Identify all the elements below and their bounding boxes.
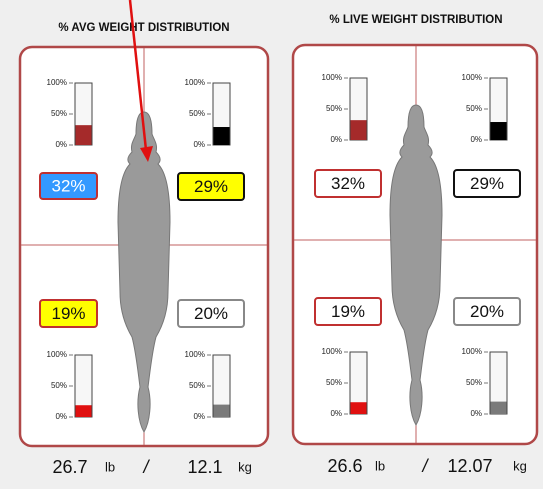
- gauge-tick-label: 100%: [322, 347, 342, 356]
- value-label: 32%: [331, 174, 365, 193]
- gauge-fill: [75, 405, 92, 417]
- gauge-tick-label: 0%: [470, 409, 482, 418]
- gauge-tick-label: 100%: [462, 73, 482, 82]
- gauge-fill: [490, 122, 507, 140]
- dog-silhouette: [389, 104, 443, 426]
- unit-label: lb: [105, 459, 115, 474]
- value-box: [39, 299, 98, 328]
- unit-label: kg: [513, 458, 527, 473]
- gauge-tick-label: 100%: [185, 350, 205, 359]
- gauge-tick-label: 50%: [466, 104, 482, 113]
- value-label: 19%: [331, 302, 365, 321]
- gauge-fill: [213, 404, 230, 417]
- value-box: [453, 169, 521, 198]
- value-label: 32%: [51, 176, 85, 195]
- value-label: 20%: [470, 302, 504, 321]
- value-box: [314, 169, 382, 198]
- gauge-tick-label: 50%: [466, 378, 482, 387]
- gauge-tick-label: 100%: [47, 350, 67, 359]
- separator: /: [141, 457, 150, 477]
- gauge-fill: [213, 127, 230, 145]
- weight-kg: 12.1: [187, 457, 222, 477]
- gauge-tick-label: 0%: [193, 412, 205, 421]
- gauge-fill: [75, 125, 92, 145]
- value-label: 20%: [194, 304, 228, 323]
- gauge-fill: [350, 120, 367, 140]
- weight-lb: 26.7: [52, 457, 87, 477]
- panel-title: % LIVE WEIGHT DISTRIBUTION: [329, 14, 502, 26]
- gauge-fill: [490, 401, 507, 414]
- gauge-tick-label: 100%: [47, 78, 67, 87]
- value-label: 19%: [51, 304, 85, 323]
- gauge-tick-label: 50%: [326, 104, 342, 113]
- unit-label: kg: [238, 459, 252, 474]
- gauge-tick-label: 100%: [462, 347, 482, 356]
- gauge-tick-label: 100%: [322, 73, 342, 82]
- gauge-tick-label: 50%: [326, 378, 342, 387]
- unit-label: lb: [375, 458, 385, 473]
- gauge-tick-label: 50%: [51, 381, 67, 390]
- dog-silhouette: [117, 111, 171, 433]
- gauge-tick-label: 0%: [330, 135, 342, 144]
- gauge-tick-label: 0%: [55, 412, 67, 421]
- value-box: [177, 299, 245, 328]
- value-label: 29%: [194, 177, 228, 196]
- gauge-tick-label: 50%: [51, 109, 67, 118]
- gauge-tick-label: 100%: [185, 78, 205, 87]
- gauge-tick-label: 0%: [470, 135, 482, 144]
- annotation-arrow: [128, 0, 148, 151]
- gauge-fill: [350, 402, 367, 414]
- gauge-tick-label: 0%: [55, 140, 67, 149]
- value-label: 29%: [470, 174, 504, 193]
- gauge-tick-label: 0%: [330, 409, 342, 418]
- gauge-tick-label: 50%: [189, 381, 205, 390]
- value-box: [314, 297, 382, 326]
- weight-lb: 26.6: [327, 456, 362, 476]
- value-box: [453, 297, 521, 326]
- separator: /: [420, 456, 429, 476]
- value-box: [177, 172, 245, 201]
- annotation-arrowhead: [140, 146, 153, 162]
- gauge-tick-label: 50%: [189, 109, 205, 118]
- panel-title: % AVG WEIGHT DISTRIBUTION: [58, 22, 229, 34]
- gauge-tick-label: 0%: [193, 140, 205, 149]
- weight-kg: 12.07: [447, 456, 492, 476]
- value-box: [39, 172, 98, 200]
